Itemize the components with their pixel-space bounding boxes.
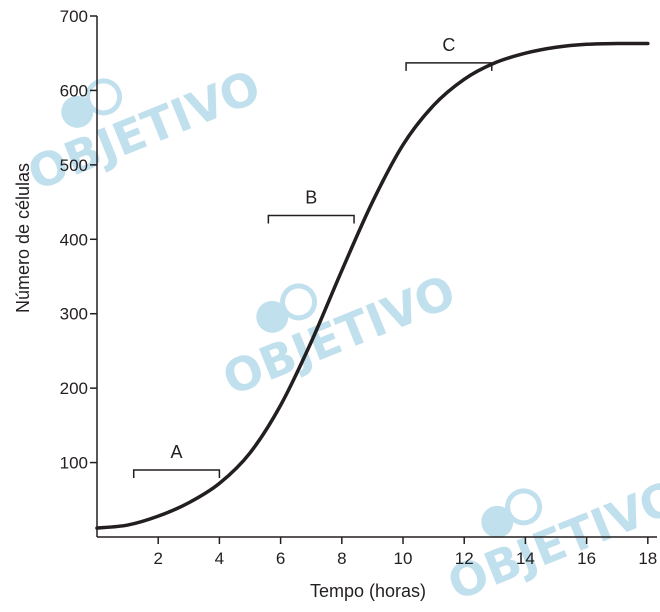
- y-axis-label: Número de células: [13, 163, 33, 313]
- interval-label: B: [305, 187, 317, 207]
- y-tick-label: 400: [60, 230, 88, 249]
- watermark-ring: [505, 488, 543, 526]
- interval-brackets: A B C: [132, 35, 493, 479]
- interval-a: A: [132, 442, 221, 479]
- axes: 2 4 6 8 10 12 14 16 18 100 200 300 400 500 600 700: [60, 7, 658, 568]
- interval-bracket: [132, 469, 221, 479]
- interval-label: C: [442, 35, 455, 55]
- watermark-logo: OBJETIVO: [20, 59, 267, 201]
- x-axis-label: Tempo (horas): [310, 581, 426, 601]
- watermark-text: OBJETIVO: [440, 469, 660, 607]
- watermark-logo: OBJETIVO: [215, 264, 462, 406]
- interval-bracket: [267, 214, 355, 224]
- x-tick-label: 8: [337, 549, 346, 568]
- interval-b: B: [267, 187, 355, 224]
- interval-c: C: [405, 35, 493, 71]
- series-group: [95, 41, 650, 530]
- x-tick-label: 10: [394, 549, 413, 568]
- x-tick-label: 2: [153, 549, 162, 568]
- x-tick-label: 16: [577, 549, 596, 568]
- x-tick-label: 6: [276, 549, 285, 568]
- y-tick-label: 600: [60, 81, 88, 100]
- interval-label: A: [171, 442, 183, 462]
- watermark-logo: OBJETIVO: [440, 469, 660, 611]
- watermark-text: OBJETIVO: [20, 59, 267, 201]
- y-tick-label: 200: [60, 379, 88, 398]
- y-tick-label: 300: [60, 305, 88, 324]
- x-tick-label: 4: [215, 549, 224, 568]
- x-tick-label: 12: [455, 549, 474, 568]
- series-line-1: [95, 41, 650, 530]
- y-tick-label: 500: [60, 156, 88, 175]
- x-tick-label: 14: [516, 549, 535, 568]
- watermarks: OBJETIVO OBJETIVO OBJETIVO: [20, 59, 660, 611]
- watermark-circle: [61, 95, 94, 128]
- watermark-ring: [280, 283, 318, 321]
- watermark-text: OBJETIVO: [215, 264, 462, 406]
- y-tick-label: 100: [60, 454, 88, 473]
- watermark-circle: [256, 300, 289, 333]
- x-tick-label: 18: [638, 549, 657, 568]
- y-tick-label: 700: [60, 7, 88, 26]
- watermark-circle: [481, 505, 514, 538]
- interval-bracket: [405, 62, 493, 71]
